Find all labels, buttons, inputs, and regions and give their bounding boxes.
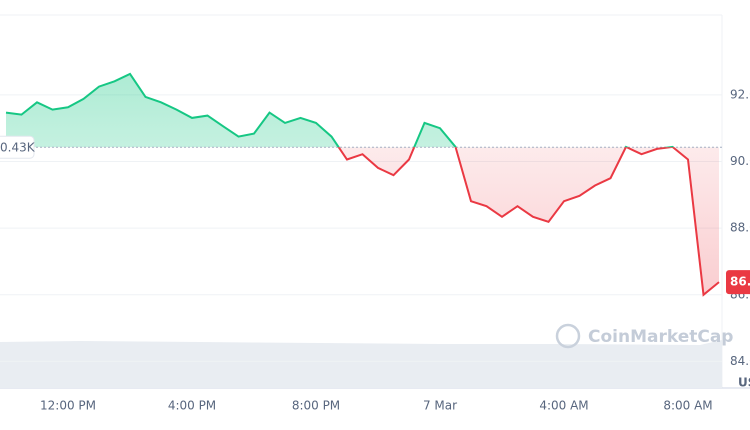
x-tick-label: 7 Mar [423, 399, 457, 413]
watermark-text: CoinMarketCap [588, 327, 733, 347]
y-tick-label: 88.0 [730, 221, 750, 235]
y-tick-label: 92.0 [730, 87, 750, 101]
y-tick-label: 84.0 [730, 354, 750, 368]
price-line-down [337, 147, 720, 297]
x-tick-label: 4:00 PM [168, 399, 216, 413]
x-tick-label: 8:00 AM [663, 399, 712, 413]
volume-area [0, 340, 722, 388]
last-price-box [726, 270, 750, 295]
area-up [6, 73, 719, 148]
last-price-label: 86. [730, 275, 750, 289]
watermark-logo [555, 323, 581, 349]
x-tick-label: 8:00 PM [292, 399, 340, 413]
baseline-label: 0.43K [0, 141, 36, 155]
currency-label: US [738, 376, 750, 390]
y-tick-label: 90.0 [730, 154, 750, 168]
area-down [338, 147, 719, 295]
baseline-label-box [0, 135, 35, 159]
x-tick-label: 12:00 PM [40, 399, 96, 413]
watermark: CoinMarketCap [555, 323, 733, 349]
x-tick-label: 4:00 AM [539, 399, 588, 413]
price-line-up [5, 72, 675, 148]
